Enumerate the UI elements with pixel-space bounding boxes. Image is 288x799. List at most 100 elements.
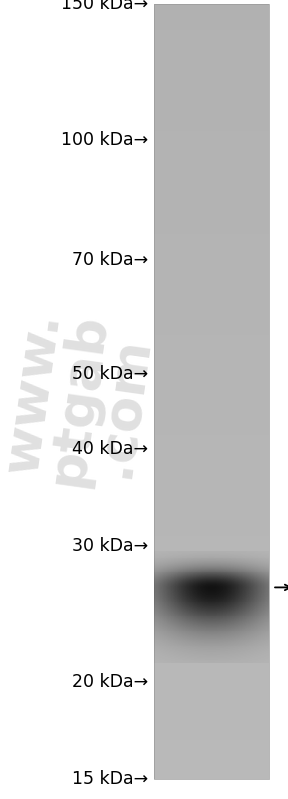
Bar xyxy=(160,604,161,606)
Bar xyxy=(175,597,176,598)
Bar xyxy=(242,595,243,596)
Bar xyxy=(261,658,262,659)
Bar xyxy=(169,557,170,558)
Bar xyxy=(233,607,234,608)
Bar xyxy=(214,654,215,655)
Bar xyxy=(238,573,239,574)
Bar xyxy=(189,552,190,553)
Bar xyxy=(179,654,180,655)
Bar xyxy=(211,563,212,564)
Bar xyxy=(198,619,199,620)
Bar xyxy=(244,607,245,608)
Bar xyxy=(200,658,201,659)
Bar xyxy=(203,659,204,661)
Bar xyxy=(245,561,246,562)
Bar xyxy=(190,573,191,574)
Bar xyxy=(179,601,180,602)
Bar xyxy=(251,661,252,662)
Bar xyxy=(173,594,174,595)
Bar xyxy=(188,611,189,612)
Bar xyxy=(268,597,269,598)
Bar xyxy=(258,574,259,575)
Bar xyxy=(200,653,201,654)
Bar xyxy=(199,553,200,554)
Bar xyxy=(235,560,236,561)
Bar xyxy=(154,387,269,389)
Bar xyxy=(172,650,173,651)
Bar xyxy=(238,554,239,555)
Bar xyxy=(194,651,195,652)
Bar xyxy=(178,606,179,607)
Bar xyxy=(167,629,168,630)
Bar xyxy=(264,653,265,654)
Bar xyxy=(230,579,231,580)
Bar xyxy=(222,561,223,562)
Bar xyxy=(217,601,218,602)
Bar xyxy=(165,578,166,579)
Bar xyxy=(218,637,219,638)
Bar xyxy=(258,626,259,628)
Bar xyxy=(244,561,245,562)
Bar xyxy=(158,630,159,631)
Bar xyxy=(198,661,199,662)
Bar xyxy=(173,603,174,604)
Bar xyxy=(196,641,197,642)
Bar xyxy=(243,577,244,578)
Bar xyxy=(184,612,185,613)
Bar xyxy=(244,566,245,568)
Bar xyxy=(210,652,211,653)
Bar xyxy=(246,560,247,561)
Bar xyxy=(255,581,256,582)
Bar xyxy=(237,622,238,623)
Bar xyxy=(265,631,266,633)
Bar xyxy=(202,566,203,568)
Bar xyxy=(168,584,169,585)
Bar xyxy=(185,566,186,568)
Bar xyxy=(195,626,196,628)
Bar xyxy=(193,645,194,646)
Bar xyxy=(209,623,210,624)
Bar xyxy=(210,642,211,644)
Bar xyxy=(167,553,168,554)
Bar xyxy=(262,562,263,563)
Bar xyxy=(180,647,181,648)
Bar xyxy=(263,566,264,568)
Bar xyxy=(164,570,165,571)
Bar xyxy=(202,622,203,623)
Bar xyxy=(193,631,194,633)
Bar xyxy=(172,644,173,645)
Bar xyxy=(163,646,164,647)
Bar xyxy=(171,577,172,578)
Bar xyxy=(231,558,232,559)
Bar xyxy=(233,586,234,587)
Bar xyxy=(262,563,263,564)
Bar xyxy=(164,636,165,637)
Bar xyxy=(253,588,254,590)
Bar xyxy=(156,568,157,569)
Bar xyxy=(260,599,261,601)
Bar xyxy=(192,654,193,655)
Bar xyxy=(232,562,233,563)
Bar xyxy=(211,641,212,642)
Bar xyxy=(203,612,204,613)
Bar xyxy=(202,608,203,609)
Bar xyxy=(242,588,243,590)
Bar xyxy=(166,652,167,653)
Bar xyxy=(253,603,254,604)
Bar xyxy=(163,596,164,597)
Bar xyxy=(183,607,184,608)
Bar xyxy=(219,659,220,661)
Bar xyxy=(184,623,185,624)
Bar xyxy=(163,599,164,601)
Bar xyxy=(246,651,247,652)
Bar xyxy=(248,621,249,622)
Bar xyxy=(238,598,239,599)
Bar xyxy=(217,593,218,594)
Bar xyxy=(184,628,185,629)
Bar xyxy=(194,624,195,625)
Bar xyxy=(216,577,217,578)
Bar xyxy=(263,564,264,565)
Bar xyxy=(215,601,216,602)
Bar xyxy=(175,620,176,621)
Bar xyxy=(265,595,266,596)
